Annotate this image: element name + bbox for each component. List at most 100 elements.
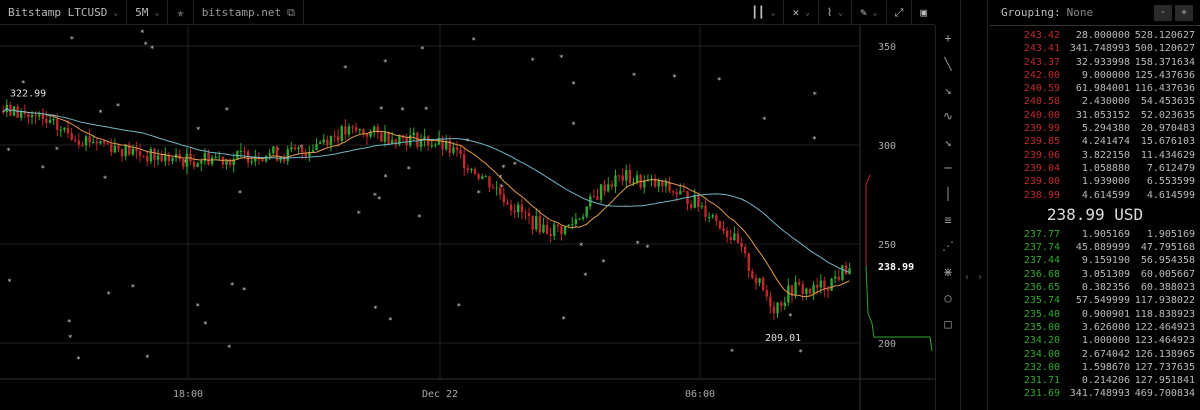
- bid-row[interactable]: 236.68 3.051309 60.005667: [990, 268, 1200, 281]
- signal-dot: *: [7, 278, 12, 287]
- ask-row[interactable]: 243.37 32.933998 158.371634: [990, 56, 1200, 69]
- signal-dot: *: [383, 58, 388, 67]
- ask-row[interactable]: 239.04 1.058880 7.612479: [990, 162, 1200, 175]
- rectangle-tool-icon[interactable]: □: [944, 317, 952, 331]
- candle-body: [30, 114, 34, 118]
- compare-button[interactable]: ⌇ ⌄: [819, 0, 853, 25]
- chevron-right-icon: ›: [977, 272, 984, 283]
- price-cell: 235.00: [1023, 321, 1060, 333]
- ask-row[interactable]: 239.06 3.822150 11.434629: [990, 149, 1200, 162]
- candle-body: [66, 127, 70, 134]
- signal-dot: *: [476, 189, 481, 198]
- ask-row[interactable]: 240.00 31.053152 52.023635: [990, 109, 1200, 122]
- candle-body: [657, 180, 660, 187]
- amount-cell: 0.214206: [1081, 375, 1130, 387]
- grouping-decrease-button[interactable]: -: [1154, 5, 1172, 21]
- candle-body: [286, 149, 289, 162]
- ask-row[interactable]: 238.99 4.614599 4.614599: [990, 189, 1200, 202]
- bid-row[interactable]: 234.20 1.000000 123.464923: [990, 334, 1200, 347]
- ask-row[interactable]: 242.00 9.000000 125.437636: [990, 69, 1200, 82]
- drawing-button[interactable]: ✎ ⌄: [852, 0, 887, 25]
- chart-type-button[interactable]: ┃┃ ⌄: [743, 0, 785, 25]
- candle-body: [524, 212, 527, 214]
- bid-row[interactable]: 232.00 1.598670 127.737635: [990, 361, 1200, 374]
- candle-body: [693, 194, 696, 208]
- bid-row[interactable]: 234.00 2.674042 126.138965: [990, 348, 1200, 361]
- fullscreen-button[interactable]: ⤢: [887, 0, 913, 25]
- candle-body: [567, 224, 570, 226]
- candle-body: [243, 150, 246, 152]
- bid-row[interactable]: 237.44 9.159190 56.954358: [990, 254, 1200, 267]
- ask-row[interactable]: 243.41 341.748993 500.120627: [990, 42, 1200, 55]
- x-tick-label: Dec 22: [422, 389, 458, 400]
- candle-body: [239, 150, 243, 152]
- candle-body: [607, 184, 610, 192]
- interval-selector[interactable]: 5M ⌄: [127, 0, 169, 25]
- ellipse-tool-icon[interactable]: ○: [944, 291, 952, 305]
- ask-row[interactable]: 239.99 5.294380 20.970483: [990, 122, 1200, 135]
- horizontal-line-icon[interactable]: ─: [944, 161, 952, 175]
- collapse-handle[interactable]: ‹ ›: [960, 0, 988, 410]
- crosshair-icon[interactable]: +: [944, 31, 952, 45]
- amount-cell: 1.598670: [1081, 361, 1130, 373]
- candle-body: [70, 133, 73, 140]
- signal-dot: *: [420, 45, 425, 54]
- signal-dot: *: [140, 28, 145, 37]
- symbol-selector[interactable]: Bitstamp LTCUSD ⌄: [0, 0, 128, 25]
- candle-body: [38, 114, 41, 117]
- candles-icon: ┃┃: [751, 6, 765, 19]
- bid-row[interactable]: 237.74 45.889999 47.795168: [990, 241, 1200, 254]
- signal-dot: *: [730, 348, 735, 357]
- source-link[interactable]: bitstamp.net ⧉: [194, 0, 305, 25]
- signal-dot: *: [203, 320, 208, 329]
- chevron-down-icon: ⌄: [872, 8, 878, 17]
- fib-tool-icon[interactable]: ≡: [944, 213, 952, 227]
- signal-dot: *: [242, 286, 247, 295]
- curve-tool-icon[interactable]: ∿: [942, 109, 954, 123]
- candle-body: [128, 144, 131, 155]
- bid-row[interactable]: 231.69 341.748993 469.700834: [990, 387, 1200, 400]
- y-tick-label: 250: [878, 240, 896, 251]
- signal-dot: *: [601, 258, 606, 267]
- line-tool-icon[interactable]: ╲: [944, 57, 952, 71]
- gann-tool-icon[interactable]: ⋇: [942, 265, 954, 279]
- bid-row[interactable]: 235.00 3.626000 122.464923: [990, 321, 1200, 334]
- indicators-button[interactable]: ✕ ⌄: [784, 0, 819, 25]
- candle-body: [149, 148, 153, 162]
- vertical-line-icon[interactable]: │: [944, 187, 952, 201]
- candle-body: [192, 161, 196, 167]
- favorite-button[interactable]: ★: [168, 0, 194, 25]
- fan-tool-icon[interactable]: ⋰: [942, 239, 954, 253]
- ray-tool-icon[interactable]: ↘: [944, 83, 952, 97]
- candle-body: [664, 181, 668, 187]
- bid-row[interactable]: 237.77 1.905169 1.905169: [990, 228, 1200, 241]
- ask-row[interactable]: 239.85 4.241474 15.676103: [990, 135, 1200, 148]
- ask-row[interactable]: 240.58 2.430000 54.453635: [990, 95, 1200, 108]
- ask-row[interactable]: 239.00 1.939000 6.553599: [990, 175, 1200, 188]
- candle-body: [326, 139, 329, 146]
- candle-body: [491, 187, 495, 189]
- bid-row[interactable]: 231.71 0.214206 127.951841: [990, 374, 1200, 387]
- ask-row[interactable]: 240.59 61.984001 116.437636: [990, 82, 1200, 95]
- bid-row[interactable]: 235.40 0.900901 118.838923: [990, 308, 1200, 321]
- candle-body: [707, 216, 711, 218]
- candle-body: [733, 233, 736, 241]
- chevron-down-icon: ⌄: [770, 8, 776, 17]
- ask-row[interactable]: 243.42 28.000000 528.120627: [990, 29, 1200, 42]
- bid-row[interactable]: 235.74 57.549999 117.938022: [990, 294, 1200, 307]
- grouping-increase-button[interactable]: +: [1175, 5, 1193, 21]
- price-chart[interactable]: 200 250 300 350 18:00 Dec 22 06:00 * * * * * * * * * * * *…: [0, 25, 935, 410]
- candle-body: [9, 104, 12, 116]
- amount-cell: 4.614599: [1081, 189, 1130, 201]
- arrow-tool-icon[interactable]: ↘: [944, 135, 952, 149]
- candle-body: [819, 280, 822, 288]
- screenshot-button[interactable]: ▣: [912, 0, 935, 25]
- last-price-label: 238.99: [878, 262, 914, 273]
- price-cell: 238.99: [1023, 189, 1060, 201]
- candle-body: [625, 170, 628, 181]
- x-tick-label: 06:00: [685, 389, 715, 400]
- candle-body: [592, 196, 596, 198]
- signal-dot: *: [388, 316, 393, 325]
- candle-body: [268, 153, 271, 156]
- bid-row[interactable]: 236.65 0.382356 60.388023: [990, 281, 1200, 294]
